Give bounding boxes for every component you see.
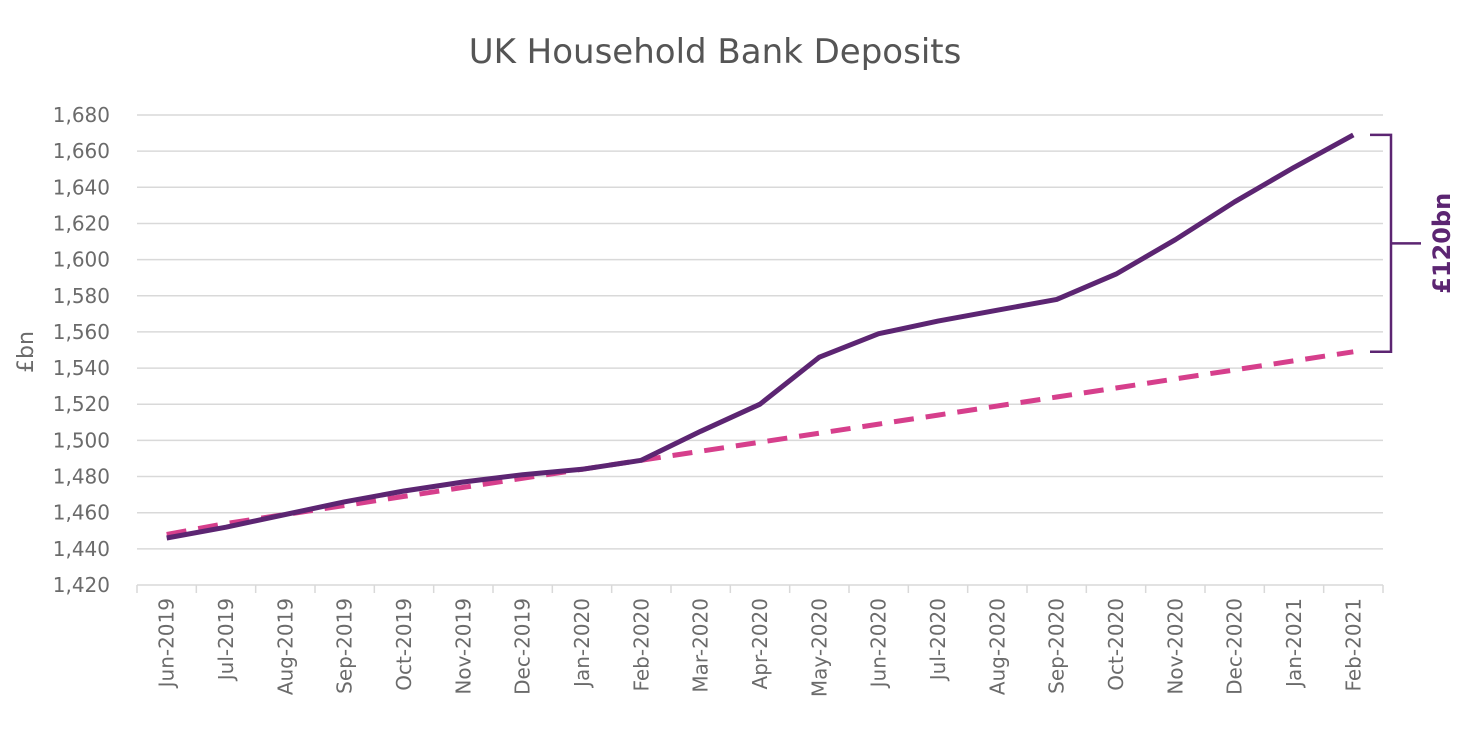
x-tick-label: Jan-2021 <box>1282 598 1306 689</box>
y-tick-label: 1,580 <box>53 284 110 308</box>
y-tick-label: 1,680 <box>53 103 110 127</box>
y-tick-label: 1,620 <box>53 211 110 235</box>
y-tick-label: 1,660 <box>53 139 110 163</box>
y-tick-label: 1,480 <box>53 465 110 489</box>
trend-line <box>166 349 1354 537</box>
x-tick-label: Nov-2020 <box>1163 598 1187 695</box>
chart-title: UK Household Bank Deposits <box>469 32 962 72</box>
x-tick-label: Oct-2019 <box>392 598 416 691</box>
difference-annotation: £120bn <box>1370 133 1456 354</box>
y-tick-label: 1,640 <box>53 175 110 199</box>
actual-deposits-line <box>166 132 1355 541</box>
x-tick-label: Mar-2020 <box>689 598 713 693</box>
y-tick-label: 1,500 <box>53 428 110 452</box>
x-tick-label: Sep-2019 <box>333 598 357 694</box>
y-tick-label: 1,540 <box>53 356 110 380</box>
gridlines <box>137 114 1383 550</box>
x-tick-label: Jan-2020 <box>570 598 594 689</box>
x-tick-label: Dec-2019 <box>511 598 535 695</box>
y-tick-label: 1,420 <box>53 573 110 597</box>
x-tick-label: Oct-2020 <box>1104 598 1128 691</box>
bracket <box>1370 133 1421 354</box>
x-tick-label: May-2020 <box>807 598 831 697</box>
x-tick-label: Sep-2020 <box>1045 598 1069 694</box>
y-tick-label: 1,600 <box>53 248 110 272</box>
x-tick-label: Feb-2021 <box>1341 598 1365 692</box>
x-axis <box>136 584 1384 593</box>
x-tick-label: Jul-2020 <box>926 598 950 682</box>
x-tick-label: Jun-2019 <box>155 598 179 689</box>
y-tick-label: 1,460 <box>53 501 110 525</box>
x-tick-label: Jul-2019 <box>214 598 238 682</box>
annotation-label: £120bn <box>1428 193 1456 294</box>
y-axis-label: £bn <box>14 331 39 373</box>
series-lines <box>166 132 1355 541</box>
x-tick-label: Aug-2020 <box>985 598 1009 695</box>
x-axis-ticks: Jun-2019 Jul-2019 Aug-2019 Sep-2019 Oct-2019… <box>155 598 1366 697</box>
y-tick-label: 1,520 <box>53 392 110 416</box>
x-tick-label: Apr-2020 <box>748 598 772 689</box>
x-tick-label: Feb-2020 <box>629 598 653 692</box>
x-tick-label: Nov-2019 <box>451 598 475 695</box>
x-tick-label: Jun-2020 <box>867 598 891 689</box>
x-tick-label: Dec-2020 <box>1223 598 1247 695</box>
x-tick-label: Aug-2019 <box>273 598 297 695</box>
y-tick-label: 1,440 <box>53 537 110 561</box>
y-tick-label: 1,560 <box>53 320 110 344</box>
y-axis-ticks: 1,420 1,440 1,460 1,480 1,500 1,520 1,540 1,560… <box>53 103 110 597</box>
